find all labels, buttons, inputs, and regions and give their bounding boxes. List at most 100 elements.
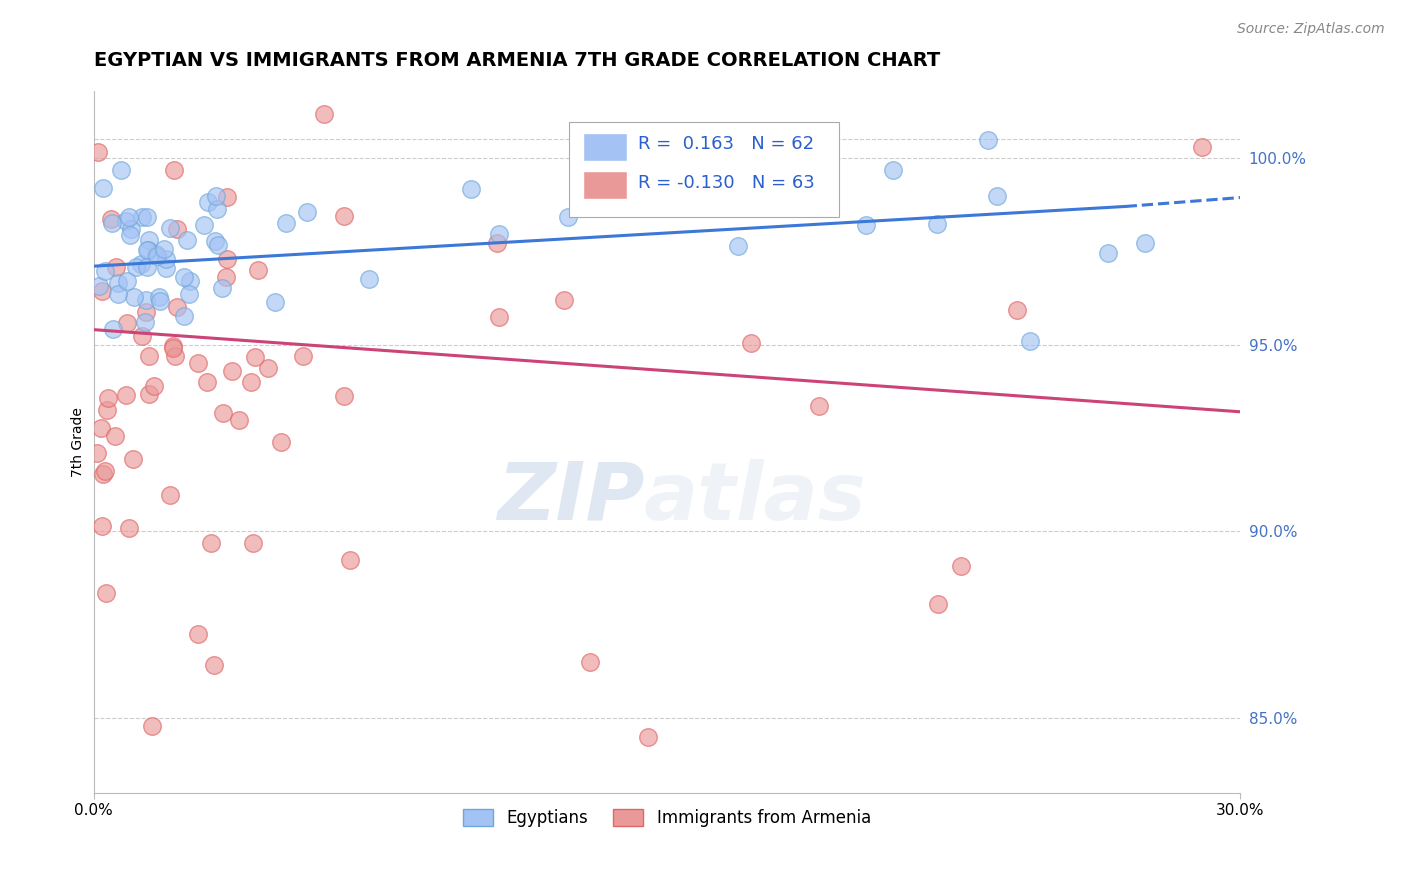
Point <box>882 163 904 178</box>
Point <box>118 227 141 242</box>
Point <box>215 270 238 285</box>
Point <box>145 249 167 263</box>
Point <box>165 350 187 364</box>
Point <box>808 399 831 413</box>
Point <box>1191 139 1213 153</box>
Point <box>120 222 142 236</box>
Point <box>97 391 120 405</box>
Point <box>141 718 163 732</box>
Point <box>297 204 319 219</box>
Point <box>333 389 356 403</box>
Point <box>96 403 118 417</box>
Point <box>121 452 143 467</box>
Point <box>270 434 292 449</box>
Point <box>159 220 181 235</box>
Point <box>855 218 877 232</box>
Point <box>110 162 132 177</box>
Point <box>215 190 238 204</box>
Point <box>159 487 181 501</box>
Point <box>166 222 188 236</box>
Point <box>205 202 228 217</box>
Point <box>114 214 136 228</box>
Point <box>1019 334 1042 348</box>
Point <box>155 260 177 275</box>
Point <box>553 293 575 307</box>
Point <box>243 350 266 364</box>
Point <box>291 349 314 363</box>
Point <box>101 322 124 336</box>
Point <box>557 210 579 224</box>
Point <box>740 335 762 350</box>
Point <box>115 274 138 288</box>
Point <box>187 356 209 370</box>
Point <box>91 181 114 195</box>
Point <box>197 194 219 209</box>
Point <box>1133 236 1156 251</box>
Point <box>155 252 177 266</box>
Point <box>1097 246 1119 260</box>
Point <box>460 182 482 196</box>
Point <box>176 234 198 248</box>
Point <box>204 657 226 672</box>
Point <box>115 387 138 401</box>
Point <box>1005 302 1028 317</box>
Point <box>135 260 157 274</box>
Point <box>100 212 122 227</box>
Point <box>162 341 184 355</box>
Point <box>579 655 602 669</box>
Point <box>91 285 114 299</box>
Point <box>333 209 356 223</box>
Point <box>131 329 153 343</box>
FancyBboxPatch shape <box>569 122 839 217</box>
Point <box>204 234 226 248</box>
Point <box>115 316 138 330</box>
Point <box>240 375 263 389</box>
Point <box>212 406 235 420</box>
Point <box>263 295 285 310</box>
Point <box>104 260 127 275</box>
Point <box>104 428 127 442</box>
Point <box>228 413 250 427</box>
Point <box>697 199 720 213</box>
Point <box>217 252 239 266</box>
Point <box>148 291 170 305</box>
Text: atlas: atlas <box>644 458 866 537</box>
Point <box>101 216 124 230</box>
Point <box>312 106 335 120</box>
Point <box>125 260 148 274</box>
Point <box>91 467 114 481</box>
Point <box>142 378 165 392</box>
Text: R = -0.130   N = 63: R = -0.130 N = 63 <box>638 174 815 192</box>
Point <box>927 597 949 611</box>
Point <box>118 210 141 224</box>
Point <box>134 315 156 329</box>
Point <box>197 375 219 389</box>
Point <box>257 360 280 375</box>
Point <box>166 300 188 314</box>
Point <box>637 730 659 744</box>
Point <box>135 293 157 308</box>
Point <box>173 269 195 284</box>
Point <box>135 243 157 257</box>
Point <box>486 236 509 251</box>
Point <box>187 626 209 640</box>
Point <box>205 188 228 202</box>
Point <box>107 277 129 291</box>
Point <box>242 536 264 550</box>
Point <box>129 257 152 271</box>
Point <box>200 535 222 549</box>
FancyBboxPatch shape <box>583 133 627 161</box>
Point <box>359 272 381 286</box>
Point <box>783 177 806 191</box>
Point <box>94 586 117 600</box>
Point <box>173 309 195 323</box>
Point <box>94 464 117 478</box>
Point <box>488 227 510 241</box>
Point <box>136 243 159 257</box>
Point <box>986 189 1008 203</box>
Point <box>131 210 153 224</box>
Point <box>136 210 159 224</box>
Point <box>274 217 297 231</box>
Point <box>107 286 129 301</box>
FancyBboxPatch shape <box>583 171 627 200</box>
